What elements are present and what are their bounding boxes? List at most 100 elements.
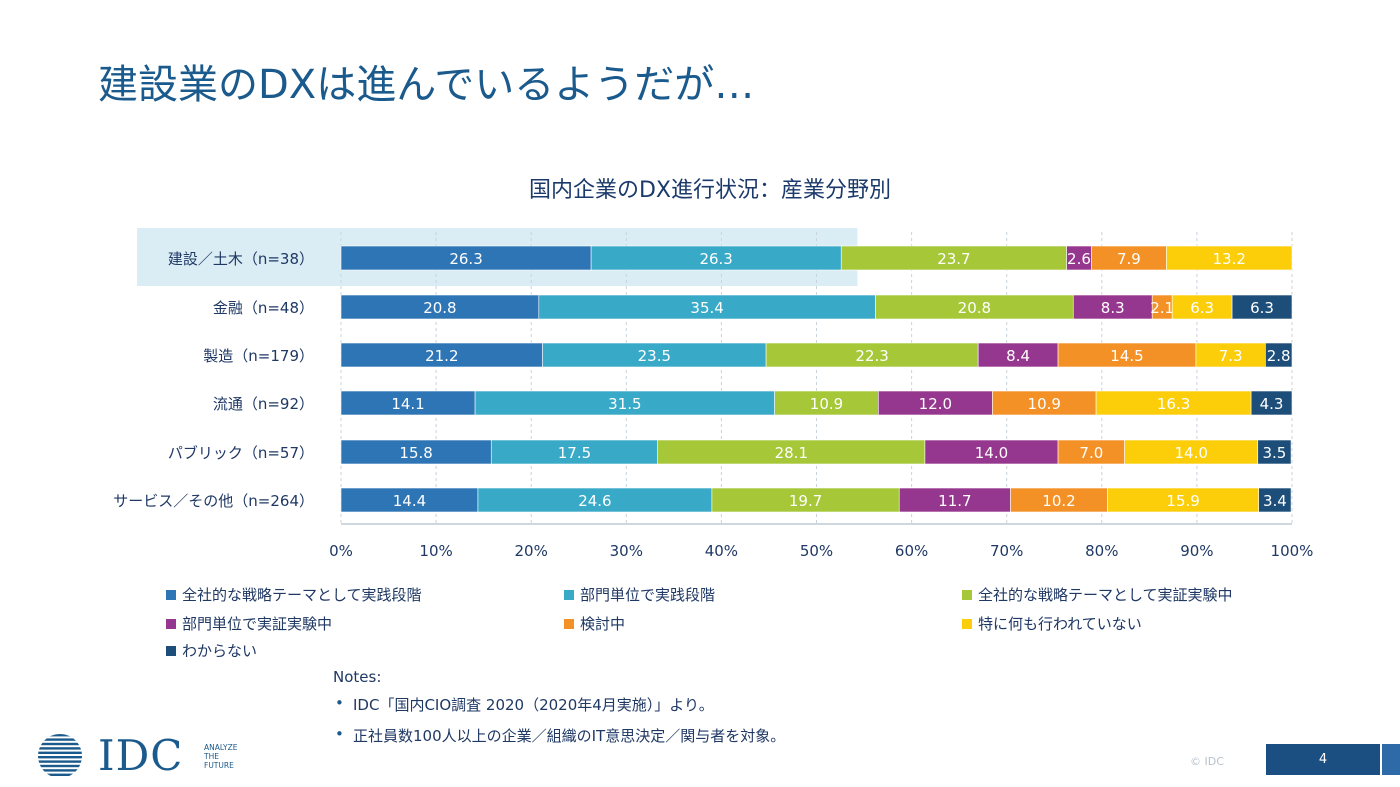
bar-segment xyxy=(1124,439,1259,465)
data-label: 13.2 xyxy=(1213,250,1246,268)
category-label: 金融（n=48） xyxy=(213,299,314,317)
data-label: 10.2 xyxy=(1042,492,1075,510)
data-label: 8.4 xyxy=(1006,347,1030,365)
bar-segment xyxy=(992,390,1097,416)
page-number-accent xyxy=(1382,744,1400,775)
legend-label: わからない xyxy=(182,642,258,660)
x-tick-label: 0% xyxy=(329,542,353,560)
bar-segment xyxy=(657,439,926,465)
bar-segment xyxy=(840,245,1067,271)
bar-segment xyxy=(474,390,775,416)
data-label: 17.5 xyxy=(558,444,591,462)
bar-segment xyxy=(1171,294,1233,320)
bar-segment xyxy=(1107,487,1260,513)
legend-label: 部門単位で実践段階 xyxy=(580,586,716,604)
bar-segment xyxy=(590,245,842,271)
data-label: 2.6 xyxy=(1067,250,1091,268)
legend-item: 特に何も行われていない xyxy=(962,613,1142,634)
data-label: 12.0 xyxy=(919,395,952,413)
legend-swatch xyxy=(166,589,176,600)
bar-segment xyxy=(477,487,713,513)
bar-segment xyxy=(1010,487,1108,513)
bar-segment xyxy=(875,294,1074,320)
bar-segment xyxy=(1195,342,1266,368)
x-tick-label: 50% xyxy=(800,542,833,560)
data-label: 16.3 xyxy=(1157,395,1190,413)
data-label: 24.6 xyxy=(578,492,611,510)
data-label: 14.5 xyxy=(1110,347,1143,365)
data-label: 6.3 xyxy=(1190,299,1214,317)
legend-swatch xyxy=(564,618,574,629)
legend-swatch xyxy=(564,589,574,600)
bar-segment xyxy=(1095,390,1252,416)
notes: Notes: IDC「国内CIO調査 2020（2020年4月実施）」より。 正… xyxy=(333,668,785,756)
bar-segment xyxy=(340,487,479,513)
slide-title: 建設業のDXは進んでいるようだが… xyxy=(98,62,755,108)
data-label: 15.9 xyxy=(1166,492,1199,510)
data-label: 14.1 xyxy=(391,395,424,413)
legend-item: 部門単位で実践段階 xyxy=(564,584,715,605)
note-item: IDC「国内CIO調査 2020（2020年4月実施）」より。 xyxy=(333,694,785,715)
data-label: 10.9 xyxy=(810,395,843,413)
category-label: 製造（n=179） xyxy=(203,347,314,365)
legend-label: 検討中 xyxy=(580,615,626,633)
data-label: 14.0 xyxy=(975,444,1008,462)
globe-icon xyxy=(38,734,82,776)
data-label: 23.5 xyxy=(638,347,671,365)
bar-segment xyxy=(1257,439,1292,465)
data-label: 22.3 xyxy=(855,347,888,365)
bar-segment xyxy=(1057,342,1197,368)
category-label: 流通（n=92） xyxy=(213,395,314,413)
legend-item: 全社的な戦略テーマとして実践段階 xyxy=(166,584,422,605)
bar-segment xyxy=(490,439,658,465)
data-label: 3.4 xyxy=(1263,492,1287,510)
data-label: 7.3 xyxy=(1219,347,1243,365)
data-label: 10.9 xyxy=(1028,395,1061,413)
logo-tagline: ANALYZE THE FUTURE xyxy=(204,743,238,770)
legend-label: 特に何も行われていない xyxy=(978,615,1142,633)
bar-segment xyxy=(924,439,1059,465)
legend-label: 部門単位で実証実験中 xyxy=(182,615,333,633)
page-number: 4 xyxy=(1266,744,1380,775)
x-tick-label: 20% xyxy=(515,542,548,560)
legend-label: 全社的な戦略テーマとして実践段階 xyxy=(182,586,422,604)
bar-segment xyxy=(340,245,592,271)
legend-swatch xyxy=(166,618,176,629)
bar-segment xyxy=(340,439,492,465)
data-label: 2.1 xyxy=(1150,299,1174,317)
data-label: 35.4 xyxy=(690,299,723,317)
legend-item: 全社的な戦略テーマとして実証実験中 xyxy=(962,584,1233,605)
data-label: 14.4 xyxy=(393,492,426,510)
legend-item: 検討中 xyxy=(564,613,625,634)
data-label: 2.8 xyxy=(1267,347,1291,365)
x-tick-label: 60% xyxy=(895,542,928,560)
bar-segment xyxy=(1091,245,1167,271)
data-label: 31.5 xyxy=(608,395,641,413)
legend-swatch xyxy=(166,645,176,656)
bar-segment xyxy=(1057,439,1125,465)
x-tick-label: 30% xyxy=(610,542,643,560)
data-label: 23.7 xyxy=(937,250,970,268)
data-label: 4.3 xyxy=(1260,395,1284,413)
data-label: 7.0 xyxy=(1079,444,1103,462)
bar-segment xyxy=(1166,245,1293,271)
data-label: 14.0 xyxy=(1174,444,1207,462)
bar-segment xyxy=(340,342,543,368)
bar-segment xyxy=(1250,390,1293,416)
bar-segment xyxy=(542,342,767,368)
bar-segment xyxy=(1231,294,1293,320)
data-label: 20.8 xyxy=(958,299,991,317)
bar-segment xyxy=(1258,487,1292,513)
data-label: 21.2 xyxy=(425,347,458,365)
data-label: 19.7 xyxy=(789,492,822,510)
logo-brand: IDC xyxy=(98,731,184,780)
legend-item: 部門単位で実証実験中 xyxy=(166,613,332,634)
data-label: 6.3 xyxy=(1250,299,1274,317)
data-label: 26.3 xyxy=(449,250,482,268)
data-label: 20.8 xyxy=(423,299,456,317)
bar-segment xyxy=(977,342,1059,368)
bar-segment xyxy=(711,487,900,513)
x-tick-label: 10% xyxy=(419,542,452,560)
category-label: パブリック（n=57） xyxy=(168,444,314,462)
